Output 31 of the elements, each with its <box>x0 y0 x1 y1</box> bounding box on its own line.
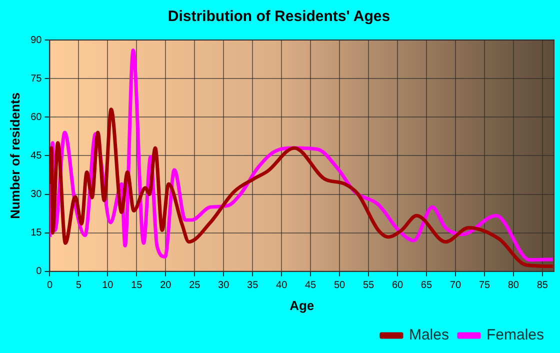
x-tick-label: 5 <box>76 280 82 292</box>
x-tick-label: 70 <box>450 280 462 292</box>
y-tick-label: 75 <box>30 73 42 84</box>
x-tick-label: 35 <box>247 280 259 292</box>
x-tick-label: 80 <box>508 280 520 292</box>
x-tick-label: 40 <box>276 280 288 292</box>
x-tick-label: 20 <box>160 280 172 292</box>
y-tick-label: 30 <box>30 189 42 200</box>
x-tick-label: 30 <box>218 280 230 292</box>
x-tick-label: 60 <box>392 280 404 292</box>
x-tick-label: 0 <box>46 280 53 292</box>
x-tick-label: 15 <box>131 280 143 292</box>
y-tick-label: 0 <box>36 266 42 278</box>
chart-title: Distribution of Residents' Ages <box>168 8 390 26</box>
x-tick-label: 65 <box>420 280 432 292</box>
x-tick-label: 75 <box>478 280 490 292</box>
line-series <box>50 108 554 268</box>
x-tick-label: 85 <box>536 280 548 292</box>
x-tick-label: 50 <box>334 280 346 292</box>
y-axis-title: Number of residents <box>7 92 22 219</box>
legend-label: Females <box>486 326 544 344</box>
legend-label: Males <box>408 326 449 344</box>
x-axis-title: Age <box>290 298 314 313</box>
y-tick-label: 15 <box>30 228 42 239</box>
x-tick-label: 10 <box>102 280 114 292</box>
y-tick-label: 90 <box>30 34 42 46</box>
x-tick-label: 25 <box>189 280 201 292</box>
y-tick-label: 60 <box>30 112 42 123</box>
x-tick-label: 55 <box>362 280 375 292</box>
y-tick-label: 45 <box>30 150 42 162</box>
x-tick-label: 45 <box>304 280 317 292</box>
